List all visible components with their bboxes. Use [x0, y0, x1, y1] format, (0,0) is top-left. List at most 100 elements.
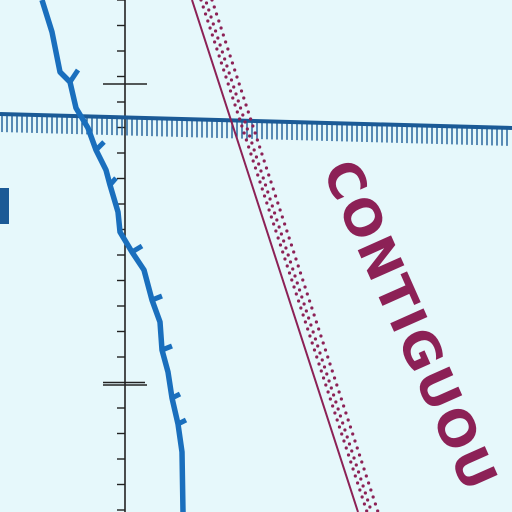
zone-dot [213, 29, 218, 33]
hatch-marks [1, 114, 508, 146]
zone-dot [313, 337, 318, 341]
zone-dot [344, 446, 348, 450]
zone-dot [224, 75, 228, 79]
zone-dot [309, 323, 313, 327]
zone-dot [376, 509, 380, 512]
zone-dot [336, 407, 340, 411]
zone-dot [351, 432, 355, 436]
zone-dot [277, 225, 281, 229]
zone-dot [234, 92, 238, 96]
zone-dot [330, 369, 334, 373]
zone-dot [268, 197, 272, 201]
zone-dot [251, 124, 255, 128]
zone-dot [366, 481, 371, 485]
zone-dot [233, 68, 237, 72]
zone-dot [248, 117, 253, 121]
zone-dot [258, 180, 262, 184]
zone-dot [241, 113, 245, 117]
zone-dot [299, 306, 303, 310]
blue-edge-mark [0, 188, 9, 224]
zone-dot [300, 295, 304, 299]
hatched-boundary [0, 112, 512, 146]
zone-dot [317, 327, 321, 331]
zone-dot [253, 166, 258, 170]
zone-dot [245, 127, 249, 131]
zone-dot [258, 145, 262, 149]
zone-dot [270, 204, 274, 208]
zone-dot [276, 236, 280, 240]
zone-dot [364, 474, 368, 478]
zone-dot [240, 124, 244, 128]
zone-dot [310, 306, 314, 310]
zone-dot [303, 320, 307, 324]
zone-dot [331, 393, 336, 397]
zone-dot [203, 12, 208, 16]
zone-dot [209, 15, 213, 19]
zone-dot [236, 99, 240, 103]
zone-dot [363, 491, 367, 495]
zone-dot [354, 463, 358, 467]
zone-dot [221, 33, 225, 37]
zone-dot [260, 152, 264, 156]
zone-dot [296, 264, 300, 268]
zone-dot [210, 0, 214, 2]
zone-dot [260, 187, 264, 191]
zone-dot [225, 64, 229, 68]
zone-dot [322, 365, 327, 369]
zone-dot [289, 243, 294, 247]
zone-dot [212, 5, 216, 9]
zone-dot [318, 351, 322, 355]
zone-dot [296, 299, 301, 303]
zone-dot [276, 201, 280, 205]
zone-dot [287, 271, 292, 275]
zone-dot [288, 260, 293, 264]
zone-dot [250, 141, 254, 145]
jag-tooth [130, 243, 144, 255]
zone-dot [360, 495, 364, 499]
zone-dot [324, 383, 328, 387]
zone-dot [231, 96, 235, 100]
zone-dot [269, 215, 273, 219]
jag-tooth [170, 391, 182, 401]
jagged-boundary-path [39, 0, 186, 512]
zone-dot [278, 208, 282, 212]
restricted-zone-line [191, 0, 359, 512]
zone-dot [306, 327, 310, 331]
zone-dot [355, 446, 359, 450]
zone-dot [218, 43, 222, 47]
zone-dot [353, 474, 357, 478]
restricted-zone-dots [199, 0, 380, 512]
zone-dot [229, 78, 234, 82]
zone-dot [283, 222, 287, 226]
zone-dot [339, 397, 343, 401]
zone-dot [321, 376, 326, 380]
zone-dot [356, 470, 361, 474]
zone-dot [230, 61, 235, 65]
zone-dot [274, 229, 278, 233]
zone-dot [242, 96, 246, 100]
zone-dot [219, 61, 224, 65]
zone-dot [327, 379, 331, 383]
zone-dot [286, 253, 290, 257]
zone-dot [201, 5, 205, 9]
zone-dot [315, 355, 319, 359]
zone-dot [213, 40, 217, 44]
zone-dot [279, 232, 283, 236]
zone-dot [287, 236, 291, 240]
zone-dot [307, 316, 311, 320]
zone-dot [353, 439, 357, 443]
zone-dot [335, 418, 339, 422]
zone-dot [314, 320, 318, 324]
zone-dot [311, 330, 315, 334]
zone-dot [369, 488, 373, 492]
zone-dot [242, 131, 246, 135]
zone-dot [338, 414, 343, 418]
jag-tooth [94, 140, 106, 152]
zone-dot [220, 50, 224, 54]
zone-dot [348, 425, 353, 429]
zone-dot [243, 120, 247, 124]
zone-dot [337, 425, 342, 429]
zone-dot [239, 89, 244, 93]
zone-dot [316, 344, 320, 348]
